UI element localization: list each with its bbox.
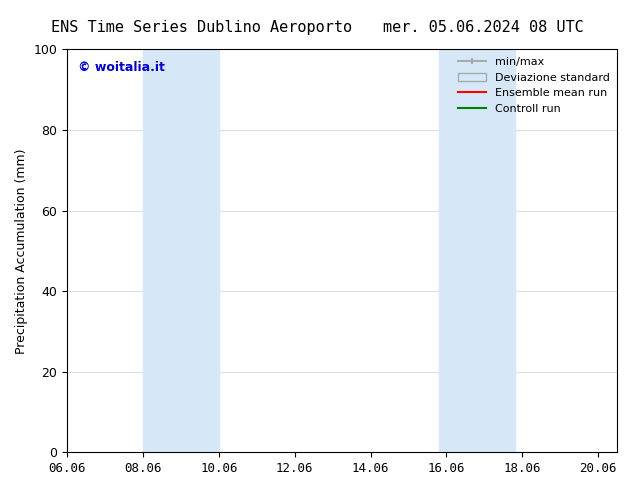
Text: © woitalia.it: © woitalia.it — [78, 61, 165, 74]
Text: mer. 05.06.2024 08 UTC: mer. 05.06.2024 08 UTC — [382, 20, 583, 35]
Legend: min/max, Deviazione standard, Ensemble mean run, Controll run: min/max, Deviazione standard, Ensemble m… — [453, 53, 614, 118]
Text: ENS Time Series Dublino Aeroporto: ENS Time Series Dublino Aeroporto — [51, 20, 352, 35]
Bar — [439, 49, 515, 452]
Y-axis label: Precipitation Accumulation (mm): Precipitation Accumulation (mm) — [15, 148, 28, 354]
Bar — [143, 49, 219, 452]
